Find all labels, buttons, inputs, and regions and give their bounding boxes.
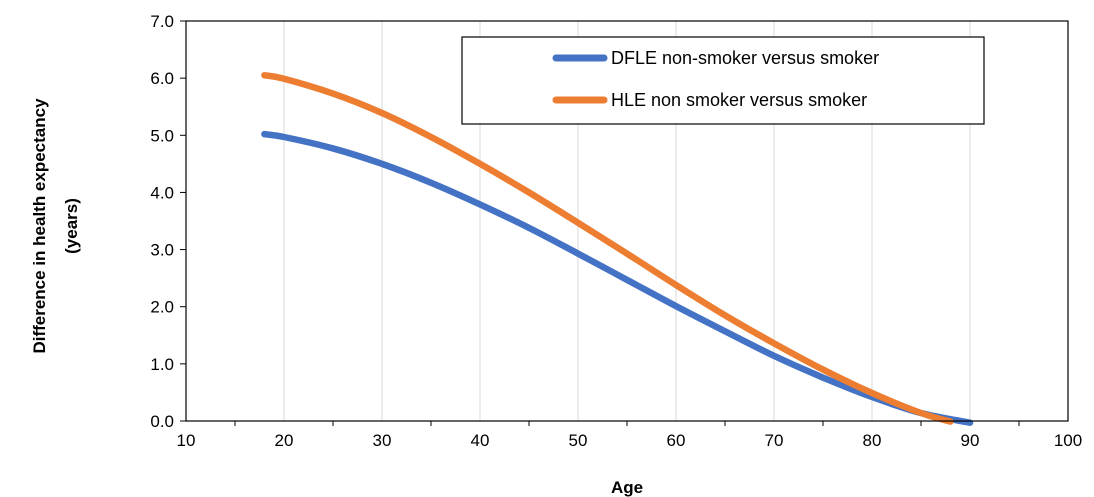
x-tick-label: 20 (275, 431, 294, 450)
legend-label-dfle: DFLE non-smoker versus smoker (611, 48, 879, 68)
legend: DFLE non-smoker versus smoker HLE non sm… (461, 36, 985, 125)
y-tick-label: 6.0 (150, 69, 174, 88)
x-tick-label: 90 (961, 431, 980, 450)
series-layer (261, 72, 974, 426)
y-axis-title: Difference in health expectancy (years) (30, 98, 81, 354)
y-tick-label: 3.0 (150, 241, 174, 260)
y-tick-label: 7.0 (150, 12, 174, 31)
y-tick-label: 1.0 (150, 355, 174, 374)
x-tick-label: 100 (1054, 431, 1082, 450)
x-tick-label: 80 (863, 431, 882, 450)
series-line-dfle (261, 130, 974, 426)
legend-label-hle: HLE non smoker versus smoker (611, 90, 867, 110)
y-tick-label: 5.0 (150, 126, 174, 145)
x-tick-label: 30 (373, 431, 392, 450)
x-tick-label: 60 (667, 431, 686, 450)
y-axis-title-line-1: Difference in health expectancy (30, 98, 49, 354)
y-tick-label: 4.0 (150, 183, 174, 202)
x-tick-label: 40 (471, 431, 490, 450)
legend-box (461, 36, 985, 125)
y-tick-label: 0.0 (150, 412, 174, 431)
y-tick-label: 2.0 (150, 298, 174, 317)
tick-layer: 10 20 30 40 50 60 70 80 90 100 0.0 1.0 2.0 3.0 4.0 5.0 6… (150, 12, 1082, 450)
x-tick-label: 50 (569, 431, 588, 450)
y-axis-title-line-2: (years) (62, 198, 81, 254)
x-tick-label: 10 (177, 431, 196, 450)
x-axis-title: Age (611, 478, 643, 497)
x-tick-label: 70 (765, 431, 784, 450)
series-line-hle (261, 72, 954, 425)
